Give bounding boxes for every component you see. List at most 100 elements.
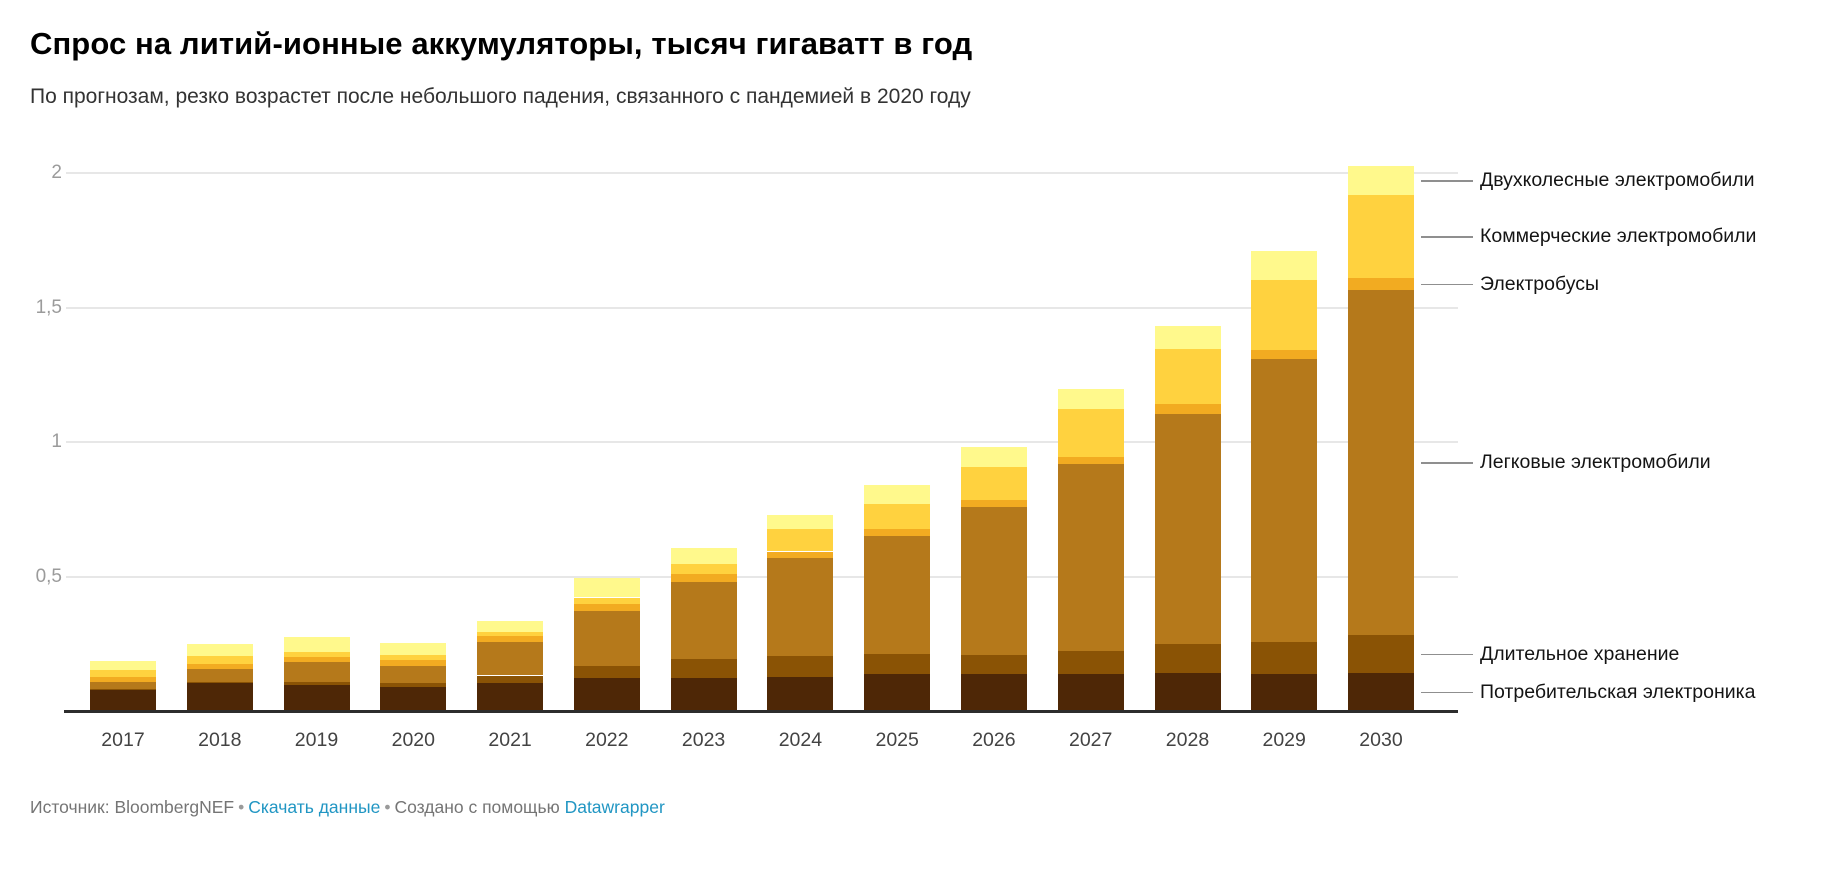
bar-segment[interactable] (1348, 166, 1414, 195)
bar-segment[interactable] (1057, 674, 1124, 711)
x-axis-label: 2020 (391, 729, 435, 751)
bar-segment[interactable] (670, 659, 737, 679)
bar-segment[interactable] (90, 670, 156, 678)
x-axis-label: 2027 (1068, 729, 1113, 751)
gridline (66, 441, 1458, 443)
bar-segment[interactable] (573, 677, 640, 711)
bar-segment[interactable] (380, 683, 447, 687)
bar-segment[interactable] (767, 515, 834, 530)
bar-segment[interactable] (1154, 325, 1221, 349)
bar-segment[interactable] (1251, 350, 1318, 359)
bar-segment[interactable] (670, 581, 737, 660)
bar-segment[interactable] (670, 573, 737, 582)
bar-segment[interactable] (1251, 251, 1318, 281)
bar-segment[interactable] (1251, 280, 1318, 351)
bar-segment[interactable] (1348, 194, 1414, 278)
bar-segment[interactable] (1348, 672, 1414, 711)
bar-segment[interactable] (90, 689, 156, 690)
bar-segment[interactable] (186, 644, 253, 656)
series-annotation-label: Длительное хранение (1480, 642, 1680, 665)
source-name: BloombergNEF (114, 797, 235, 817)
bar-segment[interactable] (1348, 277, 1414, 290)
bar-segment[interactable] (864, 535, 931, 654)
bar-segment[interactable] (1154, 673, 1221, 711)
bar-segment[interactable] (90, 681, 156, 690)
bar-segment[interactable] (1251, 358, 1318, 642)
bar-segment[interactable] (1057, 389, 1124, 410)
bar-segment[interactable] (283, 656, 350, 663)
bar-segment[interactable] (477, 620, 544, 632)
bar-segment[interactable] (573, 604, 640, 611)
bar-segment[interactable] (1154, 644, 1221, 674)
bar-segment[interactable] (573, 666, 640, 678)
gridline (66, 575, 1458, 578)
bar-segment[interactable] (573, 578, 640, 598)
bar-segment[interactable] (186, 655, 253, 664)
bar-segment[interactable] (960, 507, 1027, 655)
x-axis-line (64, 710, 1432, 713)
bar-segment[interactable] (1348, 634, 1414, 673)
bar-segment[interactable] (1154, 404, 1221, 415)
bar-segment[interactable] (283, 652, 350, 657)
bar-segment[interactable] (186, 681, 253, 683)
bar-segment[interactable] (477, 683, 544, 711)
bar-segment[interactable] (380, 643, 447, 655)
bar-segment[interactable] (90, 660, 156, 671)
bar-segment[interactable] (1057, 464, 1124, 652)
bar-segment[interactable] (477, 635, 544, 642)
bar-segment[interactable] (477, 641, 544, 676)
bar-segment[interactable] (767, 676, 834, 711)
y-axis-tick-label: 0,5 (35, 565, 62, 587)
bar-segment[interactable] (670, 564, 737, 574)
bar-segment[interactable] (1348, 289, 1414, 635)
download-data-link[interactable]: Скачать данные (248, 797, 381, 817)
bar-segment[interactable] (477, 675, 544, 684)
bar-segment[interactable] (186, 669, 253, 682)
bar-segment[interactable] (864, 484, 931, 504)
bar-segment[interactable] (380, 686, 447, 711)
bar-segment[interactable] (1057, 651, 1124, 675)
bar-segment[interactable] (960, 654, 1027, 674)
bar-segment[interactable] (1154, 348, 1221, 405)
bar-segment[interactable] (573, 597, 640, 605)
datawrapper-link[interactable]: Datawrapper (564, 797, 665, 817)
bar-segment[interactable] (283, 662, 350, 682)
bar-segment[interactable] (186, 663, 253, 670)
bar-segment[interactable] (90, 690, 156, 711)
bar-segment[interactable] (960, 446, 1027, 468)
bar-segment[interactable] (864, 503, 931, 530)
source-label: Источник: (30, 797, 110, 817)
bar-segment[interactable] (283, 636, 350, 653)
bar-segment[interactable] (960, 500, 1027, 508)
bar-segment[interactable] (186, 682, 253, 711)
bar-segment[interactable] (283, 681, 350, 685)
bar-segment[interactable] (960, 673, 1027, 711)
bar-segment[interactable] (1251, 674, 1318, 711)
bar-segment[interactable] (1154, 414, 1221, 645)
bar-segment[interactable] (90, 677, 156, 682)
bar-segment[interactable] (670, 548, 737, 565)
y-axis-tick-label: 2 (51, 162, 62, 183)
bar-segment[interactable] (1057, 456, 1124, 465)
bar-segment[interactable] (1251, 641, 1318, 675)
bar-segment[interactable] (864, 529, 931, 536)
bar-segment[interactable] (767, 529, 834, 552)
bar-segment[interactable] (1057, 409, 1124, 457)
bar-segment[interactable] (380, 665, 447, 684)
bar-segment[interactable] (380, 655, 447, 660)
bar-segment[interactable] (670, 678, 737, 711)
bar-segment[interactable] (477, 631, 544, 636)
bar-segment[interactable] (767, 558, 834, 656)
bar-segment[interactable] (767, 655, 834, 677)
bar-segment[interactable] (283, 684, 350, 711)
series-annotation-label: Легковые электромобили (1480, 451, 1711, 474)
bar-segment[interactable] (864, 674, 931, 711)
bar-segment[interactable] (573, 610, 640, 666)
annotation-leader-line (1421, 283, 1473, 286)
bar-segment[interactable] (767, 551, 834, 559)
bar-segment[interactable] (960, 467, 1027, 501)
bar-segment[interactable] (380, 659, 447, 666)
x-axis-label: 2021 (488, 729, 532, 751)
bar-segment[interactable] (864, 654, 931, 675)
